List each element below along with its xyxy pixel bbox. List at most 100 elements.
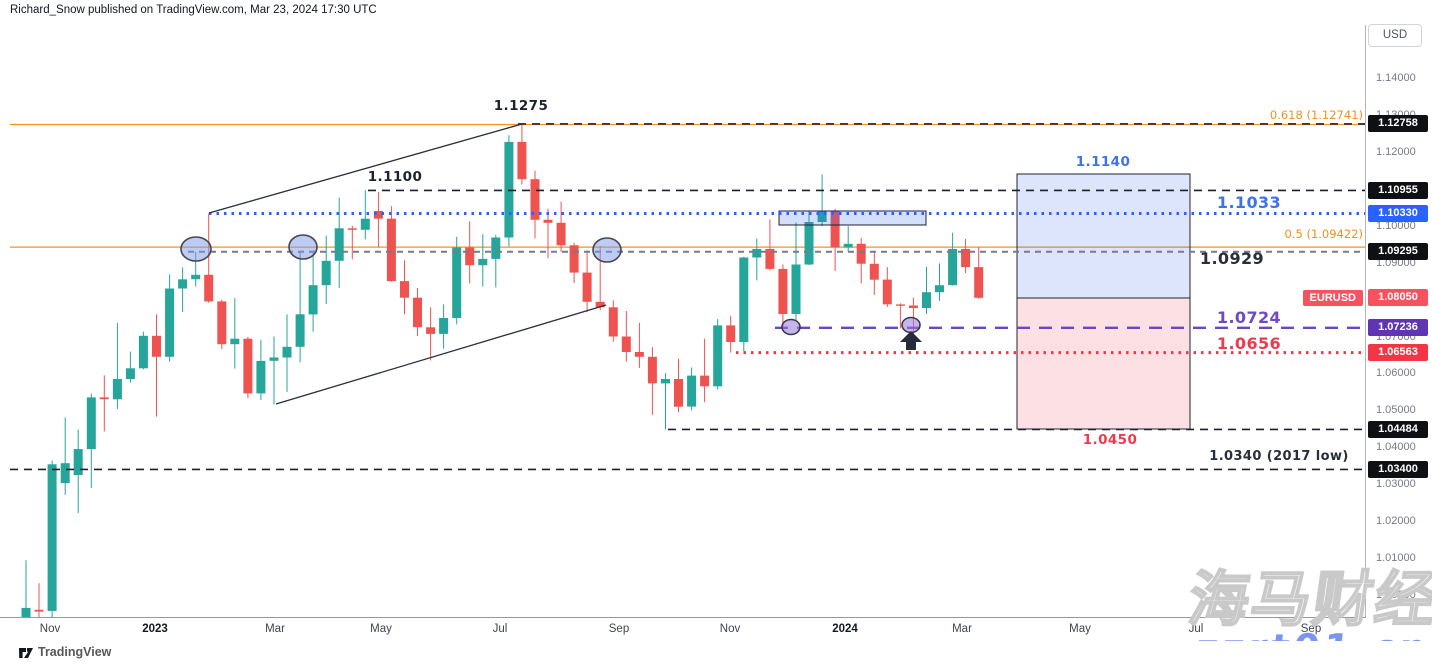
candle-down	[961, 249, 971, 268]
price-badge: 1.07236	[1368, 319, 1428, 337]
candle-down	[426, 327, 436, 334]
time-axis-label: May	[1069, 623, 1091, 635]
candle-up	[256, 360, 266, 394]
candle-down	[556, 222, 566, 246]
candle-up	[334, 228, 344, 261]
candle-up	[360, 218, 370, 230]
candle-down	[569, 245, 579, 273]
candle-up	[478, 258, 488, 266]
candle-up	[138, 335, 148, 369]
candle-down	[908, 305, 918, 309]
pivot-circle-1	[180, 236, 212, 262]
price-tick: 1.10000	[1376, 219, 1416, 232]
price-tick: 1.00000	[1376, 589, 1416, 601]
support-10724-label: 1.0724	[1216, 308, 1282, 327]
candle-up	[804, 222, 814, 265]
candle-up	[843, 243, 853, 248]
candle-up	[491, 237, 501, 259]
candle-down	[634, 352, 644, 357]
time-axis-label: 2023	[142, 623, 168, 635]
candle-up	[935, 285, 944, 293]
time-axis-label: Nov	[39, 623, 61, 635]
candle-up	[687, 375, 697, 407]
candle-down	[373, 210, 383, 219]
candle-down	[726, 325, 736, 342]
bear-projection-box	[1016, 297, 1191, 430]
currency-toggle-button[interactable]: USD	[1368, 24, 1422, 47]
tradingview-brand-link[interactable]: TradingView	[38, 645, 112, 659]
candle-up	[713, 325, 723, 387]
candle-down	[595, 301, 605, 308]
candle-up	[112, 379, 122, 400]
price-axis[interactable]: USD 1.140001.130001.120001.100001.090001…	[1366, 0, 1432, 640]
footer-bar: TradingView	[0, 641, 1432, 666]
candle-up	[791, 264, 801, 314]
time-axis-label: 2024	[832, 623, 858, 635]
candle-down	[413, 297, 422, 328]
candle-down	[99, 397, 109, 400]
price-tick: 1.05000	[1376, 404, 1416, 417]
candle-down	[543, 219, 553, 223]
price-badge: 1.10955	[1368, 181, 1428, 199]
candle-down	[152, 335, 161, 357]
candle-down	[386, 218, 396, 282]
candle-down	[830, 211, 840, 248]
price-badge: 1.06563	[1368, 344, 1428, 362]
price-badge: 1.08050	[1368, 289, 1428, 307]
candle-up	[60, 463, 70, 484]
candle-up	[21, 607, 31, 617]
time-axis-label: Sep	[608, 623, 630, 635]
time-axis-label: Nov	[719, 623, 741, 635]
candle-up	[922, 292, 931, 309]
price-badge: 1.12758	[1368, 115, 1428, 133]
support-circle-1	[781, 318, 801, 336]
candle-up	[47, 464, 57, 611]
candle-up	[452, 247, 462, 318]
pivot-circle-2	[288, 234, 318, 260]
low-2017-label: 1.0340 (2017 low)	[1209, 449, 1349, 464]
candle-down	[974, 267, 984, 298]
price-badge: 1.04484	[1368, 420, 1428, 438]
fib-50-label: 0.5 (1.09422)	[1284, 227, 1363, 241]
candle-down	[204, 274, 214, 302]
price-tick: 1.03000	[1376, 478, 1416, 491]
candle-up	[661, 379, 670, 384]
candle-up	[752, 249, 762, 258]
candle-up	[308, 285, 318, 315]
candle-down	[869, 263, 879, 280]
candle-down	[778, 268, 788, 314]
time-axis-label: Sep	[1300, 623, 1322, 635]
candle-up	[282, 346, 292, 358]
time-axis-label: Mar	[952, 623, 972, 635]
candle-up	[321, 260, 331, 286]
target-11140-label: 1.1140	[1075, 154, 1131, 170]
candle-down	[895, 304, 905, 306]
candle-up	[295, 314, 305, 347]
attribution-text: Richard_Snow published on TradingView.co…	[10, 4, 377, 16]
bull-projection-box	[1016, 173, 1191, 299]
candle-up	[86, 397, 96, 450]
candle-up	[817, 211, 827, 222]
candle-down	[517, 141, 527, 180]
candle-down	[674, 379, 683, 407]
candle-up	[439, 318, 449, 334]
channel-upper-line	[208, 123, 523, 214]
candle-down	[882, 279, 892, 305]
candle-up	[165, 288, 175, 357]
candle-down	[856, 243, 866, 264]
candle-down	[217, 301, 227, 345]
candle-down	[465, 247, 475, 266]
price-tick: 1.12000	[1376, 145, 1416, 158]
price-badge: 1.10330	[1368, 205, 1428, 223]
target-10450-label: 1.0450	[1082, 432, 1138, 448]
support-10656-label: 1.0656	[1216, 334, 1282, 353]
candle-up	[125, 368, 135, 379]
candle-down	[400, 281, 409, 298]
price-tick: 1.04000	[1376, 441, 1416, 454]
candlestick-series	[21, 123, 984, 617]
price-tick: 1.14000	[1376, 72, 1416, 84]
time-axis[interactable]: Nov 2023 Mar May Jul Sep Nov 2024 Mar May Jul Sep	[0, 617, 1432, 642]
support-circle-2	[901, 316, 921, 334]
